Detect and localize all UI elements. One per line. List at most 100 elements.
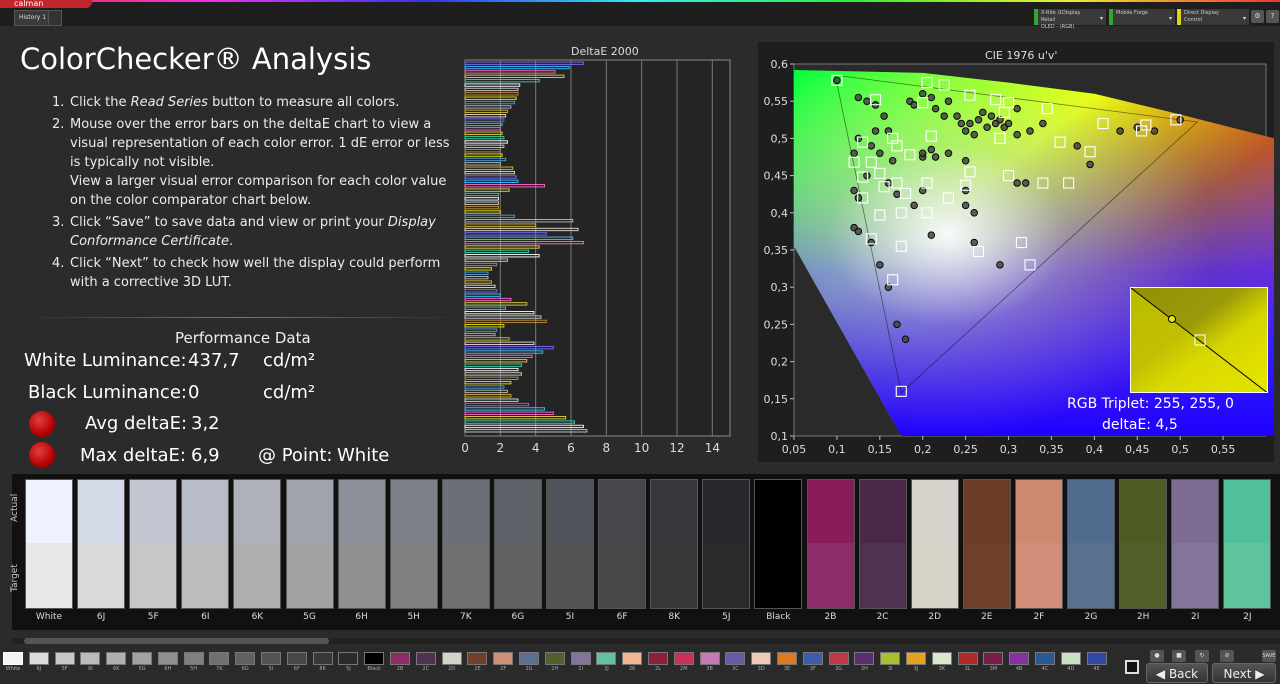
swatch-5g[interactable] <box>285 479 334 609</box>
deltae-bar <box>464 236 574 240</box>
mini-swatch-2g[interactable] <box>519 652 539 665</box>
mini-swatch-2f[interactable] <box>493 652 514 665</box>
mini-swatch-2l[interactable] <box>648 652 668 665</box>
swatch-white[interactable] <box>25 479 73 609</box>
device-source-selector[interactable]: Mobile Forge ▾ <box>1109 9 1175 25</box>
mini-swatch-2b[interactable] <box>390 652 410 665</box>
mini-swatch-6h[interactable] <box>157 652 178 665</box>
read-series-icon[interactable]: ● <box>1150 650 1164 662</box>
save-button[interactable]: SAVE <box>1262 650 1276 662</box>
settings-icon[interactable]: ⚙ <box>1251 10 1264 23</box>
swatch-5j[interactable] <box>702 479 751 609</box>
mini-swatch-5g[interactable] <box>132 652 152 665</box>
mini-swatch-5h[interactable] <box>183 652 204 665</box>
mini-swatch-2h[interactable] <box>544 652 565 665</box>
mini-swatch-3l[interactable] <box>957 652 978 665</box>
mini-swatch-4d[interactable] <box>1060 652 1081 665</box>
swatch-actual <box>651 480 698 543</box>
swatch-6i[interactable] <box>181 479 230 609</box>
mini-swatch-5i[interactable] <box>261 652 281 665</box>
mini-swatch-6g[interactable] <box>235 652 256 665</box>
mini-swatch-3k[interactable] <box>931 652 952 665</box>
swatch-6f[interactable] <box>598 479 647 609</box>
mini-swatch-4b[interactable] <box>1009 652 1030 665</box>
mini-swatch-2c[interactable] <box>415 652 436 665</box>
deltae-tick-label: 4 <box>532 441 540 455</box>
swatch-8k[interactable] <box>650 479 699 609</box>
swatch-2c[interactable] <box>858 479 907 609</box>
swatch-6h[interactable] <box>337 479 386 609</box>
deltae-bar <box>464 429 588 433</box>
help-icon[interactable]: ? <box>1266 10 1279 23</box>
swatch-2e[interactable] <box>962 479 1011 609</box>
scrollbar-thumb[interactable] <box>24 638 329 644</box>
mini-swatch-4c[interactable] <box>1035 652 1055 665</box>
swatch-5h[interactable] <box>389 479 438 609</box>
swatch-2h[interactable] <box>1119 479 1168 609</box>
swatch-2b[interactable] <box>806 479 855 609</box>
stop-icon[interactable]: ■ <box>1172 650 1186 662</box>
tab-history-1[interactable]: History 1 <box>14 10 52 26</box>
deltae-bar <box>464 223 537 227</box>
mini-swatch-3d[interactable] <box>751 652 772 665</box>
mini-swatch-4e[interactable] <box>1086 652 1107 665</box>
deltae-bar <box>464 289 498 293</box>
mini-swatch-2m[interactable] <box>673 652 694 665</box>
device-display-selector[interactable]: Direct Display Control ▾ <box>1177 9 1249 25</box>
app-logo[interactable]: calman <box>0 0 92 8</box>
next-button[interactable]: Next ▶ <box>1212 663 1276 683</box>
swatch-2i[interactable] <box>1171 479 1220 609</box>
swatch-2d[interactable] <box>910 479 959 609</box>
mini-swatch-3m[interactable] <box>983 652 1004 665</box>
add-tab-button[interactable] <box>48 10 62 26</box>
cie-target-point <box>1084 146 1096 158</box>
mini-swatch-2k[interactable] <box>622 652 643 665</box>
mini-swatch-6j[interactable] <box>28 652 49 665</box>
comparator-scrollbar[interactable] <box>12 638 1280 644</box>
mini-swatch-3i[interactable] <box>880 652 901 665</box>
stop-continuous-icon[interactable]: ⊘ <box>1220 650 1234 662</box>
read-continuous-icon[interactable]: ↻ <box>1195 650 1209 662</box>
cie-measured-point <box>893 320 901 329</box>
mini-swatch-6f[interactable] <box>286 652 307 665</box>
swatch-2f[interactable] <box>1014 479 1063 609</box>
swatch-5f[interactable] <box>129 479 178 609</box>
back-button[interactable]: ◀ Back <box>1146 663 1208 683</box>
device-meter-selector[interactable]: X-Rite i1Display Retail OLED - (RGB) ▾ <box>1034 9 1106 30</box>
mini-swatch-2i[interactable] <box>570 652 591 665</box>
deltae-bar <box>464 122 503 127</box>
mini-swatch-3b[interactable] <box>699 652 720 665</box>
deltae-bar <box>464 416 567 420</box>
swatch-2j[interactable] <box>1223 479 1272 609</box>
mini-swatch-2d[interactable] <box>441 652 462 665</box>
swatch-7k[interactable] <box>441 479 490 609</box>
mini-swatch-3j[interactable] <box>906 652 926 665</box>
mini-swatch-3e[interactable] <box>777 652 797 665</box>
mini-swatch-5f[interactable] <box>54 652 75 665</box>
mini-swatch-5j[interactable] <box>338 652 359 665</box>
mini-swatch-black[interactable] <box>364 652 385 665</box>
cie-x-tick-label: 0,5 <box>1171 443 1189 456</box>
swatch-actual <box>234 480 281 543</box>
mini-swatch-white[interactable] <box>3 652 23 665</box>
swatch-2g[interactable] <box>1067 479 1115 609</box>
mini-swatch-3h[interactable] <box>854 652 875 665</box>
deltae-chart[interactable]: 0 2 4 6 8 10 12 14 <box>462 44 736 464</box>
swatch-black[interactable] <box>754 479 803 609</box>
mini-swatch-3c[interactable] <box>725 652 746 665</box>
swatch-6j[interactable] <box>77 479 126 609</box>
mini-swatch-6i[interactable] <box>80 652 101 665</box>
mini-swatch-6k[interactable] <box>106 652 127 665</box>
max-status-indicator <box>29 442 55 468</box>
mini-swatch-7k[interactable] <box>209 652 230 665</box>
mini-swatch-8k[interactable] <box>312 652 333 665</box>
mini-swatch-2e[interactable] <box>467 652 488 665</box>
mini-swatch-3f[interactable] <box>802 652 823 665</box>
record-toggle[interactable] <box>1125 660 1139 674</box>
mini-swatch-2j[interactable] <box>596 652 617 665</box>
swatch-6k[interactable] <box>233 479 282 609</box>
deltae-bar <box>464 184 545 188</box>
swatch-6g[interactable] <box>493 479 542 609</box>
mini-swatch-3g[interactable] <box>828 652 849 665</box>
swatch-5i[interactable] <box>546 479 594 609</box>
